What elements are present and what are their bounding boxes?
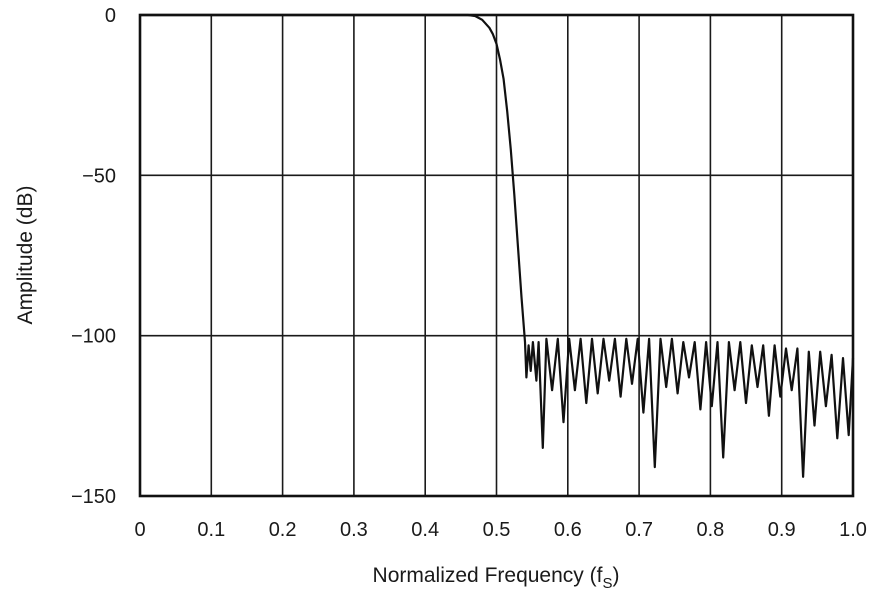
x-tick-label: 0.9 <box>768 519 796 541</box>
x-axis-title-close: ) <box>612 564 619 587</box>
series <box>140 13 855 478</box>
x-tick-label: 0.5 <box>483 519 511 541</box>
series-line-0 <box>140 13 855 478</box>
y-axis-title: Amplitude (dB) <box>14 186 37 325</box>
y-tick-label: −150 <box>71 486 116 508</box>
x-tick-label: 0.7 <box>625 519 653 541</box>
x-axis: 0 0.1 0.2 0.3 0.4 0.5 0.6 0.7 0.8 0.9 1.0 <box>134 519 866 541</box>
x-tick-label: 0.1 <box>197 519 225 541</box>
x-tick-label: 0.3 <box>340 519 368 541</box>
x-axis-title-sub: S <box>602 575 612 591</box>
x-tick-label: 0.6 <box>554 519 582 541</box>
x-tick-label: 0.4 <box>411 519 439 541</box>
x-tick-label: 0.2 <box>269 519 297 541</box>
y-axis: 0 −50 −100 −150 <box>71 5 116 508</box>
y-tick-label: −100 <box>71 326 116 348</box>
y-tick-label: 0 <box>105 5 116 27</box>
plot-frame <box>138 13 855 498</box>
x-tick-label: 0.8 <box>696 519 724 541</box>
x-tick-label: 0 <box>134 519 145 541</box>
x-tick-label: 1.0 <box>839 519 867 541</box>
y-tick-label: −50 <box>82 165 116 187</box>
x-axis-title: Normalized Frequency (fS) <box>373 564 620 591</box>
x-axis-title-main: Normalized Frequency (f <box>373 564 603 587</box>
grid <box>140 15 853 496</box>
